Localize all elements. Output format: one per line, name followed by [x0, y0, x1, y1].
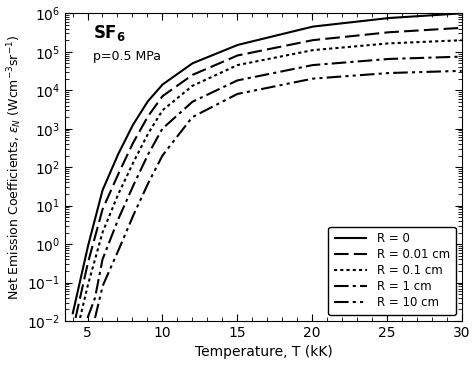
- Legend: R = 0, R = 0.01 cm, R = 0.1 cm, R = 1 cm, R = 10 cm: R = 0, R = 0.01 cm, R = 0.1 cm, R = 1 cm…: [328, 227, 456, 315]
- Text: p=0.5 MPa: p=0.5 MPa: [93, 50, 161, 63]
- X-axis label: Temperature, T (kK): Temperature, T (kK): [195, 345, 332, 360]
- Y-axis label: Net Emission Coefficients, $\varepsilon_N$ (Wcm$^{-3}$sr$^{-1}$): Net Emission Coefficients, $\varepsilon_…: [6, 35, 24, 300]
- Text: $\mathbf{SF_6}$: $\mathbf{SF_6}$: [93, 23, 126, 43]
